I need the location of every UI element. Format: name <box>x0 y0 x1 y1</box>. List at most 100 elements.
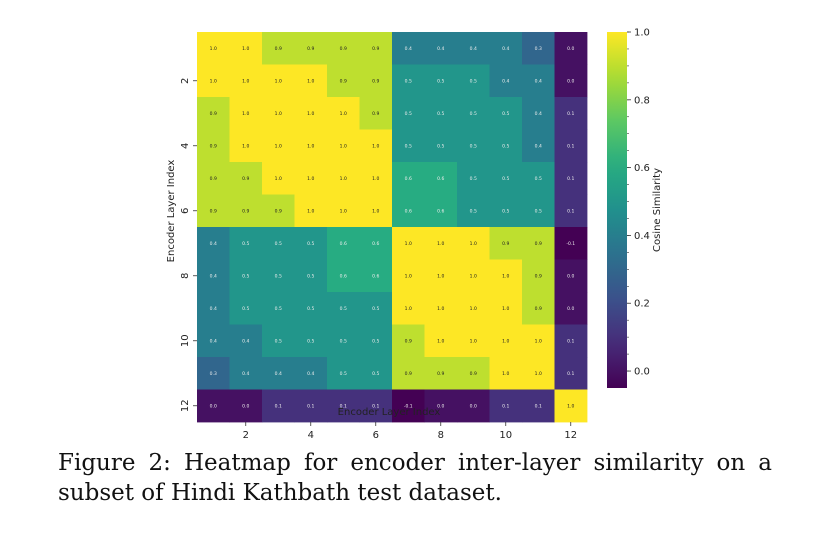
heatmap-cell-label: 1.0 <box>340 208 347 214</box>
heatmap-cell-label: 0.1 <box>567 176 574 182</box>
y-tick-label: 6 <box>180 208 191 214</box>
heatmap-cell <box>359 162 393 195</box>
heatmap-cell <box>359 227 393 260</box>
heatmap-cell-label: 0.9 <box>340 78 347 84</box>
heatmap-cell <box>359 357 393 390</box>
heatmap-cell <box>197 324 230 358</box>
heatmap-cell <box>522 129 555 163</box>
x-tick-label: 12 <box>564 430 577 440</box>
heatmap-cell <box>489 324 523 358</box>
heatmap-cell <box>294 194 328 228</box>
heatmap-cell <box>457 292 490 325</box>
heatmap-cell <box>229 357 263 390</box>
heatmap-cell-label: 1.0 <box>340 111 347 117</box>
heatmap-cell-label: 1.0 <box>242 111 249 117</box>
heatmap-cell <box>522 324 555 358</box>
heatmap-cell-label: 1.0 <box>242 143 249 149</box>
heatmap-cell-label: 0.5 <box>340 338 347 344</box>
heatmap-cell-label: 0.0 <box>567 306 574 312</box>
heatmap-cell-label: 0.5 <box>307 273 314 279</box>
heatmap-cell-label: 0.4 <box>470 46 477 52</box>
heatmap-cell-label: 0.4 <box>210 273 217 279</box>
heatmap-cell-label: 0.1 <box>567 208 574 214</box>
heatmap-cell <box>457 357 490 390</box>
heatmap-cell-label: 0.6 <box>405 208 412 214</box>
heatmap-cell <box>489 194 523 228</box>
heatmap-cell-label: 0.6 <box>340 241 347 247</box>
heatmap-cell <box>229 162 263 195</box>
heatmap-cell <box>262 162 295 195</box>
heatmap-cell-label: 0.4 <box>535 111 542 117</box>
heatmap-cell-label: 0.9 <box>535 306 542 312</box>
heatmap-cell <box>392 292 425 325</box>
heatmap-cell <box>359 32 393 65</box>
heatmap-cell <box>294 129 328 163</box>
heatmap-cell <box>554 194 588 228</box>
heatmap-cell <box>392 259 425 293</box>
heatmap-cell-label: 1.0 <box>275 143 282 149</box>
heatmap-cell <box>554 129 588 163</box>
figure-caption: Figure 2: Heatmap for encoder inter-laye… <box>58 450 772 506</box>
heatmap-cell-label: 0.1 <box>567 371 574 377</box>
heatmap-cell <box>554 227 588 260</box>
heatmap-cell <box>294 227 328 260</box>
heatmap-cell <box>457 324 490 358</box>
heatmap-cell <box>489 32 523 65</box>
heatmap-cell-label: 1.0 <box>372 208 379 214</box>
heatmap-cell <box>554 64 588 98</box>
heatmap-cell <box>457 389 490 423</box>
heatmap-cell-label: 0.4 <box>405 46 412 52</box>
heatmap-cell-label: 1.0 <box>372 143 379 149</box>
heatmap-cell-label: -0.1 <box>404 403 413 409</box>
heatmap-cell <box>327 129 360 163</box>
heatmap-cell-label: 0.9 <box>210 143 217 149</box>
heatmap-cell-label: 0.1 <box>535 403 542 409</box>
heatmap-cell <box>327 259 360 293</box>
heatmap-cell-label: 0.1 <box>502 403 509 409</box>
heatmap-cell-label: 0.1 <box>567 338 574 344</box>
heatmap-cell-label: 1.0 <box>242 78 249 84</box>
heatmap-cell <box>197 64 230 98</box>
heatmap-cell-label: 0.9 <box>372 46 379 52</box>
heatmap-cell <box>522 64 555 98</box>
heatmap-cell-label: 0.9 <box>275 46 282 52</box>
heatmap-cell <box>424 162 458 195</box>
heatmap-cell-label: 1.0 <box>535 371 542 377</box>
heatmap-cell-label: 0.6 <box>372 241 379 247</box>
heatmap-cell-label: 0.5 <box>307 338 314 344</box>
heatmap-cell <box>457 32 490 65</box>
heatmap-cell <box>197 389 230 423</box>
heatmap-cell-label: 0.9 <box>307 46 314 52</box>
heatmap-cell-label: 0.5 <box>275 241 282 247</box>
heatmap-cell <box>229 194 263 228</box>
heatmap-cell-label: 0.5 <box>340 371 347 377</box>
heatmap-cells: 1.0 1.0 0.9 0.9 0.9 0.9 0.4 0.4 0.4 0.4 0.3 0.0 1.0 1… <box>197 32 588 423</box>
heatmap-cell-label: 1.0 <box>242 46 249 52</box>
heatmap-cell <box>294 162 328 195</box>
heatmap-cell-label: 1.0 <box>502 273 509 279</box>
heatmap-cell <box>392 357 425 390</box>
x-axis-ticks: 2 4 6 8 10 12 <box>243 422 577 440</box>
heatmap-cell <box>294 32 328 65</box>
heatmap-cell <box>457 162 490 195</box>
heatmap-cell-label: 0.9 <box>535 273 542 279</box>
heatmap-cell-label: 1.0 <box>275 176 282 182</box>
heatmap-cell-label: 1.0 <box>567 403 574 409</box>
heatmap-cell-label: 0.3 <box>535 46 542 52</box>
heatmap-cell <box>262 292 295 325</box>
heatmap-cell <box>359 194 393 228</box>
heatmap-cell <box>294 259 328 293</box>
heatmap-cell <box>197 357 230 390</box>
heatmap-cell <box>262 194 295 228</box>
heatmap-cell-label: 1.0 <box>470 241 477 247</box>
heatmap-cell-label: 0.1 <box>340 403 347 409</box>
heatmap-cell <box>327 194 360 228</box>
heatmap-cell-label: 0.1 <box>567 143 574 149</box>
heatmap-cell <box>489 227 523 260</box>
heatmap-cell <box>392 32 425 65</box>
heatmap-cell-label: 0.5 <box>372 306 379 312</box>
heatmap-cell-label: 1.0 <box>470 338 477 344</box>
heatmap-cell <box>327 32 360 65</box>
heatmap-cell <box>229 292 263 325</box>
heatmap-cell <box>489 357 523 390</box>
